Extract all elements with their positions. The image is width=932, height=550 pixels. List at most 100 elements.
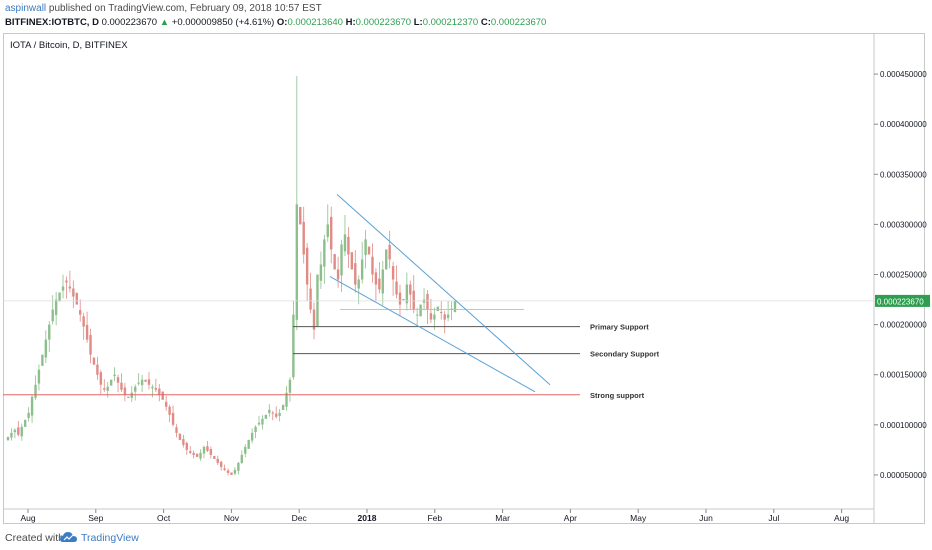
support-annotation-label: Primary Support — [590, 323, 649, 332]
candle-body — [109, 379, 113, 386]
tradingview-brand-link[interactable]: TradingView — [81, 532, 139, 544]
candle-body — [240, 454, 244, 463]
candle-body — [192, 452, 195, 455]
candle-body — [161, 391, 164, 400]
open-label: O: — [276, 17, 288, 28]
candle-body — [244, 446, 247, 454]
y-tick-label: 0.000250000 — [880, 271, 927, 280]
candle-body — [385, 249, 388, 270]
candle-body — [402, 299, 405, 301]
candle-body — [319, 264, 323, 281]
candle-body — [127, 396, 130, 399]
candle-body — [323, 239, 326, 267]
y-tick-label: 0.000400000 — [880, 120, 927, 129]
candle-body — [195, 453, 199, 457]
low-label: L: — [413, 17, 423, 28]
candle-body — [120, 382, 123, 390]
candle-body — [213, 456, 216, 459]
candle-body — [357, 279, 360, 289]
candle-body — [275, 413, 278, 417]
candle-body — [20, 426, 23, 437]
candle-body — [30, 396, 34, 416]
y-tick-label: 0.000100000 — [880, 421, 927, 430]
candle-body — [278, 412, 281, 416]
candle-body — [134, 386, 137, 392]
publish-line: aspinwall published on TradingView.com, … — [5, 3, 322, 14]
high-value: 0.000223670 — [355, 17, 412, 28]
candle-body — [415, 314, 419, 316]
current-price-label: 0.000223670 — [877, 297, 924, 306]
candle-body — [65, 280, 68, 283]
candle-body — [364, 239, 367, 256]
candle-body — [216, 458, 219, 463]
candle-body — [182, 439, 185, 445]
candle-body — [175, 427, 178, 433]
candle-body — [405, 284, 409, 304]
candle-body — [51, 309, 54, 322]
last-price: 0.000223670 — [101, 17, 158, 28]
candle-body — [17, 427, 20, 435]
candle-body — [429, 313, 433, 320]
candle-body — [333, 254, 336, 270]
author-link[interactable]: aspinwall — [5, 3, 47, 14]
candle-body — [123, 387, 127, 395]
support-annotation-label: Secondary Support — [590, 350, 660, 359]
candle-body — [367, 246, 371, 255]
candle-body — [254, 426, 257, 433]
price-axis[interactable]: 0.000050000 0.000100000 0.000150000 0.00020… — [874, 70, 927, 480]
open-value: 0.000213640 — [287, 17, 343, 28]
candle-body — [189, 451, 192, 453]
candle-body — [144, 379, 147, 382]
close-label: C: — [480, 17, 491, 28]
candle-body — [164, 401, 168, 407]
candle-body — [360, 259, 364, 280]
candle-body — [261, 418, 264, 425]
symbol-label: BITFINEX:IOTBTC, D — [5, 17, 99, 28]
candle-body — [436, 306, 440, 312]
candle-body — [299, 207, 302, 225]
x-tick-label: 2018 — [358, 513, 377, 523]
candle-body — [79, 310, 82, 315]
upper-trend-line — [336, 193, 551, 386]
candle-body — [381, 269, 384, 294]
chart-title: IOTA / Bitcoin, D, BITFINEX — [10, 40, 128, 51]
candle-body — [219, 461, 223, 467]
candle-body — [37, 369, 41, 384]
candle-body — [34, 384, 37, 398]
candle-body — [185, 442, 188, 450]
candle-body — [82, 316, 85, 327]
candle-body — [433, 314, 436, 320]
candle-body — [350, 252, 354, 270]
candle-body — [116, 377, 120, 383]
candle-body — [264, 414, 268, 419]
candle-body — [130, 392, 133, 398]
candle-body — [295, 204, 299, 320]
candle-body — [209, 449, 213, 455]
candle-body — [171, 412, 175, 425]
y-tick-label: 0.000200000 — [880, 321, 927, 330]
candle-body — [371, 256, 374, 275]
x-tick-label: Apr — [564, 513, 577, 523]
candle-body — [391, 266, 395, 280]
up-arrow-icon: ▲ — [159, 17, 170, 28]
x-tick-label: May — [630, 513, 647, 523]
candle-body — [443, 314, 446, 320]
candle-body — [312, 309, 316, 330]
candle-body — [281, 404, 285, 410]
candle-body — [343, 234, 347, 252]
x-tick-label: Aug — [834, 513, 849, 523]
candle-body — [89, 335, 92, 355]
x-tick-label: Oct — [157, 513, 171, 523]
low-value: 0.000212370 — [422, 17, 479, 28]
close-value: 0.000223670 — [490, 17, 547, 28]
price-change: +0.000009850 (+4.61%) — [171, 17, 275, 28]
candle-body — [340, 244, 343, 276]
candle-body — [233, 469, 237, 474]
candle-body — [268, 409, 271, 413]
candle-body — [316, 274, 319, 327]
candle-body — [326, 224, 329, 238]
time-axis[interactable]: Aug Sep Oct Nov Dec 2018 Feb Mar Apr May Jun Jul Aug — [20, 509, 849, 523]
x-tick-label: Dec — [292, 513, 308, 523]
y-tick-label: 0.000300000 — [880, 220, 927, 229]
